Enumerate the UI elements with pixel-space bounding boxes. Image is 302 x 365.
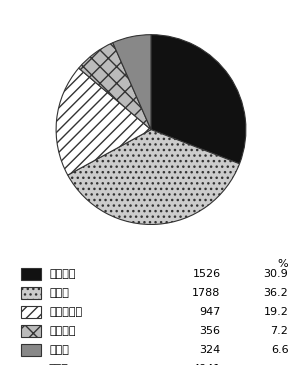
Text: しばしば: しばしば xyxy=(50,269,76,279)
Text: 947: 947 xyxy=(199,307,220,317)
Wedge shape xyxy=(68,130,239,224)
Wedge shape xyxy=(56,68,151,175)
Text: あまりない: あまりない xyxy=(50,307,83,317)
Wedge shape xyxy=(79,43,151,130)
Text: 7.2: 7.2 xyxy=(271,326,288,336)
Text: %: % xyxy=(278,259,288,269)
Text: 30.9: 30.9 xyxy=(264,269,288,279)
Text: たまに: たまに xyxy=(50,288,70,298)
Text: 全然なし: 全然なし xyxy=(50,326,76,336)
Text: 1526: 1526 xyxy=(192,269,220,279)
Text: 356: 356 xyxy=(199,326,220,336)
Text: 19.2: 19.2 xyxy=(264,307,288,317)
Text: 1788: 1788 xyxy=(192,288,220,298)
Text: 36.2: 36.2 xyxy=(264,288,288,298)
Wedge shape xyxy=(113,35,151,130)
Text: 4941: 4941 xyxy=(192,364,220,365)
Text: 6.6: 6.6 xyxy=(271,345,288,355)
Text: 324: 324 xyxy=(199,345,220,355)
Text: 無回答: 無回答 xyxy=(50,345,70,355)
Wedge shape xyxy=(151,35,246,164)
Text: 合　計: 合 計 xyxy=(48,364,68,365)
